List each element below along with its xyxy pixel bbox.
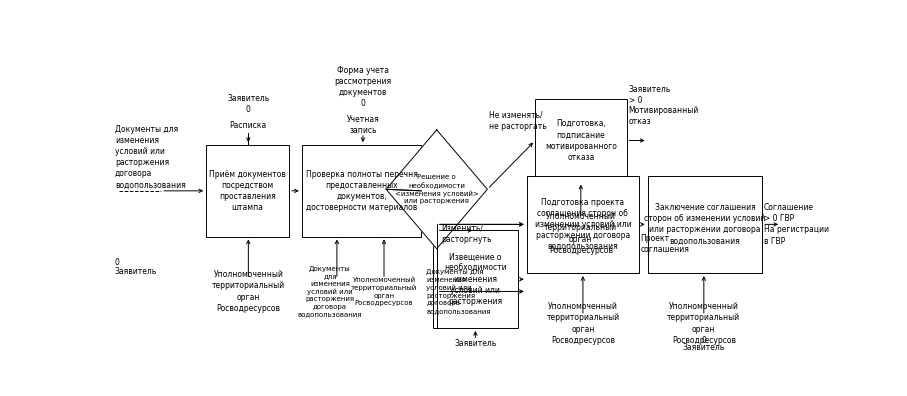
Text: Расписка: Расписка <box>229 121 267 130</box>
FancyBboxPatch shape <box>206 145 289 236</box>
Text: Приём документов
посредством
проставления
штампа: Приём документов посредством проставлени… <box>210 169 286 212</box>
Text: Уполномоченный
территориальный
орган
Росводресурсов: Уполномоченный территориальный орган Рос… <box>668 302 740 345</box>
Text: Подготовка проекта
соглашения сторон об
изменении условий или
расторжении догово: Подготовка проекта соглашения сторон об … <box>534 198 631 251</box>
Text: Мотивированный
отказ: Мотивированный отказ <box>629 106 699 126</box>
Text: Уполномоченный
территориальный
орган
Росводресурсов: Уполномоченный территориальный орган Рос… <box>351 277 417 306</box>
Polygon shape <box>386 130 487 249</box>
Text: Заявитель: Заявитель <box>115 267 157 276</box>
Text: Уполномоченный
территориальный
орган
Росводресурсов: Уполномоченный территориальный орган Рос… <box>546 302 619 345</box>
Text: Проект
соглашения: Проект соглашения <box>640 234 689 254</box>
FancyBboxPatch shape <box>527 175 639 273</box>
Text: Заявитель: Заявитель <box>683 343 725 352</box>
Text: Документы
для
изменения
условий или
расторжения
договора
водопользования: Документы для изменения условий или раст… <box>297 266 362 317</box>
Text: Изменить/
расторгнуть: Изменить/ расторгнуть <box>442 223 493 244</box>
Text: Подготовка,
подписание
мотивированного
отказа: Подготовка, подписание мотивированного о… <box>545 119 617 162</box>
FancyBboxPatch shape <box>302 145 421 236</box>
FancyBboxPatch shape <box>648 175 762 273</box>
Text: Заявитель: Заявитель <box>454 339 496 348</box>
Text: Заявитель
> 0: Заявитель > 0 <box>629 85 671 105</box>
Text: 0: 0 <box>701 336 707 345</box>
Text: Извещение о
необходимости
изменения
условий или
расторжения: Извещение о необходимости изменения усло… <box>444 253 507 306</box>
Text: Решение о
необходимости
<изменения условий>
или расторжения: Решение о необходимости <изменения услов… <box>395 174 479 204</box>
FancyBboxPatch shape <box>434 230 518 328</box>
Text: Уполномоченный
территориальный
орган
Росводресурсов: Уполномоченный территориальный орган Рос… <box>544 212 618 255</box>
FancyBboxPatch shape <box>535 99 627 182</box>
Text: Учетная
запись: Учетная запись <box>346 115 379 135</box>
Text: Соглашение
> 0 ГВР
На регистрации
в ГВР: Соглашение > 0 ГВР На регистрации в ГВР <box>764 203 829 246</box>
Text: Не изменять/
не расторгать: Не изменять/ не расторгать <box>490 110 547 131</box>
Text: Форма учета
рассмотрения
документов
0: Форма учета рассмотрения документов 0 <box>335 66 392 109</box>
Text: 0: 0 <box>115 258 120 267</box>
Text: Документы для
изменения
условий или
расторжения
договора
водопользования: Документы для изменения условий или раст… <box>115 125 186 190</box>
Text: Уполномоченный
территориальный
орган
Росводресурсов: Уполномоченный территориальный орган Рос… <box>211 270 285 312</box>
Text: Заявитель
0: Заявитель 0 <box>228 94 269 114</box>
Text: Документы для
изменения
условий или
расторжения
договора
водопользования: Документы для изменения условий или раст… <box>426 269 491 314</box>
Text: Проверка полноты перечня
предоставленных
документов,
достоверности материалов: Проверка полноты перечня предоставленных… <box>306 169 417 212</box>
Text: Заключение соглашения
сторон об изменении условий
или расторжении договора
водоп: Заключение соглашения сторон об изменени… <box>644 203 766 246</box>
